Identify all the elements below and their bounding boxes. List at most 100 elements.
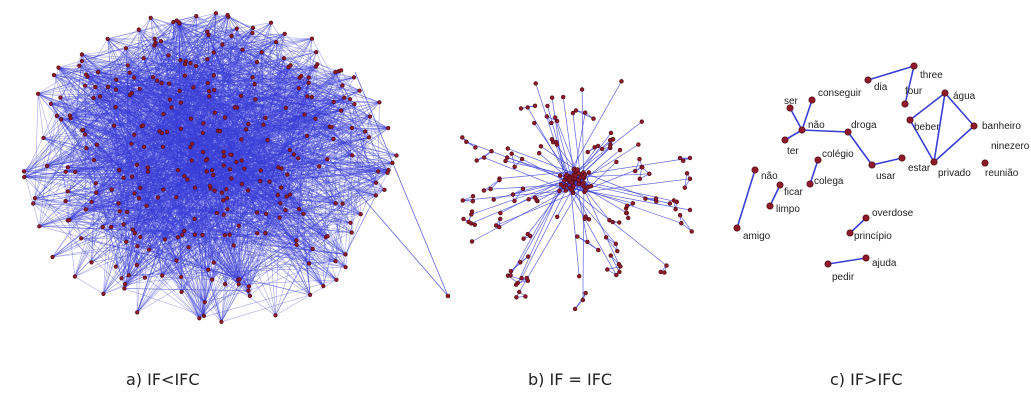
- network-edge: [47, 110, 342, 167]
- network-edge: [227, 14, 249, 125]
- network-node: [259, 50, 264, 55]
- network-edge: [583, 146, 611, 173]
- network-edge: [214, 126, 330, 191]
- network-edge: [60, 119, 239, 285]
- network-edge: [223, 200, 337, 281]
- network-edge: [96, 107, 287, 193]
- network-edge: [247, 190, 281, 204]
- network-edge: [176, 89, 215, 198]
- network-edge: [115, 89, 320, 167]
- network-node: [84, 146, 89, 151]
- network-edge: [65, 75, 214, 173]
- network-node: [981, 159, 989, 167]
- network-edge: [187, 99, 256, 180]
- network-edge: [168, 55, 351, 100]
- network-edge: [33, 118, 192, 204]
- network-edge: [33, 203, 133, 230]
- network-edge: [142, 125, 227, 190]
- network-edge: [96, 77, 253, 146]
- network-edge: [146, 131, 168, 206]
- network-edge: [215, 13, 351, 223]
- network-edge: [69, 15, 197, 221]
- network-edge: [111, 189, 250, 287]
- network-edge: [81, 54, 191, 148]
- network-edge: [107, 16, 229, 88]
- network-node: [246, 284, 252, 289]
- network-edge: [93, 159, 127, 243]
- network-edge: [134, 131, 160, 234]
- network-edge: [208, 13, 217, 36]
- network-edge: [230, 154, 249, 191]
- network-edge: [176, 20, 256, 100]
- network-edge: [179, 22, 277, 43]
- network-node: [212, 110, 217, 115]
- network-node: [334, 277, 339, 282]
- network-edge: [46, 41, 277, 167]
- network-node: [178, 126, 184, 131]
- network-edge: [67, 114, 305, 168]
- network-node: [536, 151, 542, 156]
- network-edge: [47, 90, 360, 167]
- network-edge: [184, 63, 377, 196]
- network-edge: [53, 74, 195, 220]
- network-edge: [242, 49, 380, 103]
- network-node: [258, 179, 263, 184]
- network-edge: [190, 14, 228, 119]
- network-edge: [58, 67, 311, 296]
- network-edge: [96, 80, 158, 193]
- network-edge: [123, 97, 345, 225]
- network-edge: [93, 110, 342, 161]
- network-edge: [37, 93, 185, 177]
- network-node: [509, 151, 514, 156]
- network-node: [210, 277, 215, 282]
- network-node: [573, 173, 578, 178]
- network-edge: [93, 57, 285, 99]
- network-edge: [134, 193, 250, 287]
- network-node: [599, 146, 605, 152]
- network-node: [296, 156, 301, 161]
- network-edge: [223, 83, 255, 166]
- node-label: banheiro: [982, 121, 1021, 132]
- network-edge: [133, 77, 346, 255]
- network-edge: [202, 132, 279, 196]
- network-edge: [289, 194, 328, 237]
- network-node: [237, 277, 242, 282]
- network-edge: [124, 49, 243, 289]
- network-edge: [69, 41, 277, 221]
- network-edge: [56, 115, 196, 188]
- network-edge: [223, 61, 258, 166]
- network-edge: [115, 146, 164, 267]
- network-edge: [207, 58, 253, 78]
- network-edge: [134, 213, 304, 234]
- network-edge: [81, 238, 209, 271]
- network-edge: [93, 159, 279, 168]
- network-edge: [131, 92, 208, 160]
- network-edge: [60, 71, 99, 120]
- network-edge: [65, 155, 225, 173]
- network-edge: [311, 96, 385, 190]
- network-edge: [182, 135, 308, 236]
- network-edge: [124, 151, 224, 285]
- network-edge: [196, 15, 343, 204]
- network-node: [481, 155, 487, 160]
- network-node: [263, 115, 268, 120]
- network-edge: [202, 97, 345, 153]
- network-node: [596, 247, 601, 253]
- network-edge: [185, 61, 225, 157]
- network-edge: [102, 226, 250, 287]
- network-edge: [214, 103, 355, 191]
- network-edge: [265, 169, 389, 234]
- network-edge: [211, 49, 243, 280]
- network-edge: [115, 79, 133, 177]
- network-edge: [87, 76, 112, 190]
- network-edge: [141, 125, 376, 196]
- network-edge: [462, 137, 476, 148]
- network-edge: [154, 38, 181, 61]
- network-edge: [147, 167, 239, 285]
- network-edge: [150, 17, 317, 67]
- network-edge: [288, 67, 334, 140]
- network-edge: [226, 149, 291, 190]
- network-edge: [142, 35, 232, 126]
- network-node: [125, 63, 130, 68]
- network-edge: [236, 161, 393, 164]
